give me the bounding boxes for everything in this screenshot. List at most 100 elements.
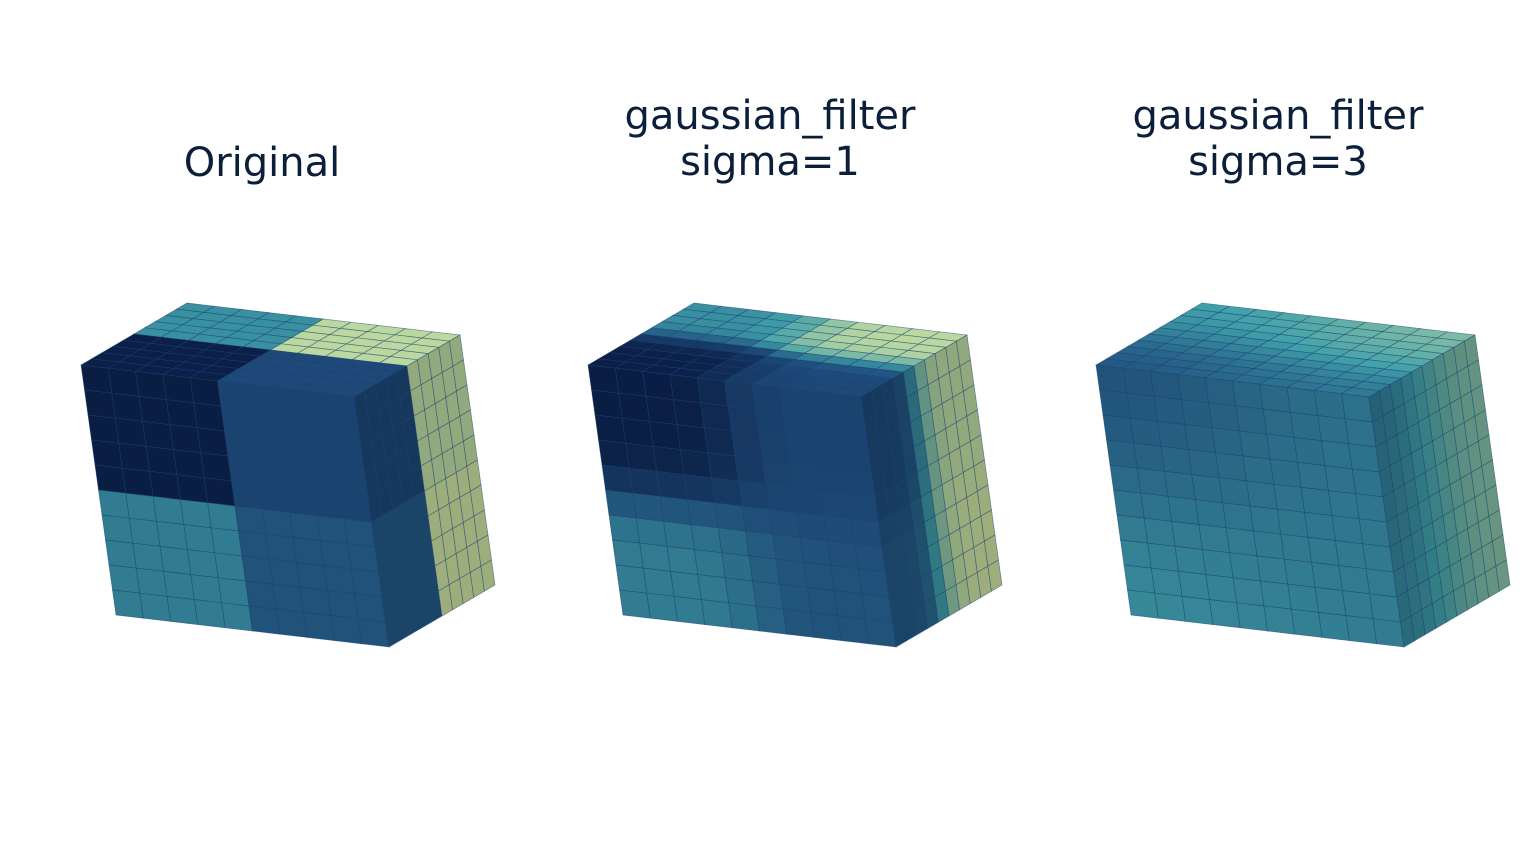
voxel-front: [652, 445, 685, 476]
voxel-front: [200, 452, 232, 482]
voxel-front: [619, 589, 651, 619]
voxel-front: [1344, 418, 1377, 448]
voxel-front: [1136, 467, 1169, 497]
voxel-front: [775, 558, 808, 588]
voxel-front: [779, 583, 812, 613]
panel-title-sigma3: gaussian_filter sigma=3: [1068, 93, 1488, 185]
voxel-front: [727, 405, 760, 435]
voxel-front: [683, 474, 716, 504]
voxel-front: [108, 564, 141, 594]
voxel-front: [299, 586, 332, 617]
voxel-front: [350, 568, 383, 598]
voxel-front: [1102, 414, 1135, 444]
voxel-front: [1318, 611, 1350, 642]
voxel-front: [1215, 452, 1247, 482]
voxel-front: [1256, 555, 1289, 585]
voxel-front: [84, 389, 116, 419]
voxel-front: [1348, 443, 1380, 473]
voxel-front: [1242, 455, 1275, 485]
voxel-front: [721, 552, 753, 582]
voxel-front: [186, 549, 219, 579]
voxel-front: [203, 477, 236, 507]
voxel-front: [707, 452, 739, 482]
voxel-front: [241, 555, 274, 585]
voxel-front: [357, 618, 390, 648]
voxel-front: [156, 520, 188, 551]
voxel-front: [697, 574, 730, 604]
voxel-front: [258, 483, 291, 513]
voxel-front: [107, 367, 140, 397]
voxel-front: [833, 393, 865, 423]
voxel-front: [850, 518, 883, 548]
title-line: gaussian_filter: [1132, 93, 1424, 139]
voxel-front: [752, 580, 784, 610]
voxel-front: [819, 490, 852, 520]
voxel-front: [642, 567, 675, 597]
voxel-front: [772, 533, 805, 563]
voxel-front: [1320, 440, 1353, 470]
voxel-front: [745, 530, 777, 560]
voxel-front: [1126, 392, 1159, 422]
voxel-front: [112, 589, 144, 619]
voxel-front: [1187, 449, 1220, 479]
voxel-front: [1120, 539, 1152, 569]
voxel-front: [227, 455, 260, 485]
voxel-front: [1239, 430, 1271, 460]
voxel-front: [635, 517, 668, 547]
voxel-front: [1331, 515, 1364, 545]
voxel-front: [1127, 589, 1159, 619]
voxel-front: [193, 599, 226, 629]
panel-title-original: Original: [52, 140, 472, 186]
voxel-front: [1099, 389, 1131, 419]
voxel-front: [94, 464, 127, 494]
voxel-front: [601, 464, 634, 494]
voxel-front: [1143, 517, 1176, 547]
voxel-front: [754, 408, 787, 438]
voxel-front: [805, 390, 838, 420]
voxel-front: [642, 370, 674, 401]
voxel-front: [1232, 380, 1264, 410]
voxel-front: [782, 411, 814, 442]
voxel-cube-sigma3: [1094, 302, 1511, 648]
voxel-front: [1365, 568, 1398, 598]
voxel-front: [1314, 586, 1347, 617]
voxel-front: [854, 543, 886, 573]
voxel-front: [840, 443, 872, 473]
voxel-front: [696, 377, 729, 407]
voxel-front: [847, 493, 879, 523]
voxel-front: [676, 424, 709, 454]
voxel-front: [217, 380, 249, 410]
voxel-front: [302, 415, 335, 445]
voxel-front: [1177, 374, 1210, 404]
voxel-front: [796, 511, 828, 542]
panel-title-sigma1: gaussian_filter sigma=1: [560, 93, 980, 185]
voxel-front: [669, 374, 702, 404]
voxel-front: [159, 545, 192, 576]
voxel-front: [605, 489, 637, 519]
voxel-front: [1191, 474, 1224, 504]
voxel-front: [717, 527, 750, 557]
voxel-front: [1153, 395, 1186, 426]
voxel-front: [1280, 533, 1313, 563]
voxel-front: [152, 495, 185, 526]
voxel-front: [165, 399, 198, 429]
voxel-front: [1351, 468, 1384, 498]
voxel-front: [285, 486, 318, 517]
voxel-front: [1345, 615, 1378, 645]
voxel-front: [98, 489, 130, 519]
voxel-right: [987, 559, 1003, 592]
voxel-front: [1355, 493, 1387, 523]
voxel-front: [1369, 593, 1401, 623]
voxel-front: [734, 455, 767, 485]
voxel-front: [761, 458, 794, 488]
voxel-front: [830, 565, 863, 595]
voxel-front: [672, 399, 705, 429]
voxel-front: [810, 611, 842, 642]
voxel-front: [1184, 424, 1217, 454]
voxel-front: [1211, 427, 1244, 457]
voxel-front: [1160, 445, 1193, 476]
voxel-front: [1201, 549, 1234, 579]
voxel-front: [1218, 477, 1251, 507]
voxel-front: [1341, 393, 1373, 423]
